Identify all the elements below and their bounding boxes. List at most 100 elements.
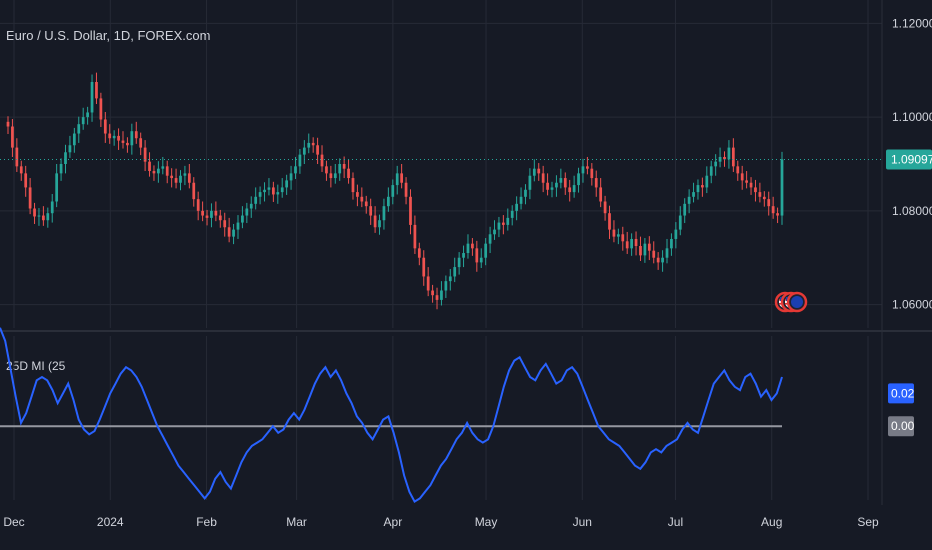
candle-body bbox=[356, 192, 359, 197]
candle bbox=[608, 205, 611, 239]
eu-flag-event-icon[interactable] bbox=[786, 291, 808, 313]
candle bbox=[77, 116, 81, 143]
candle bbox=[652, 241, 656, 264]
candle bbox=[709, 160, 713, 184]
candle-body bbox=[780, 159, 784, 216]
candle-body bbox=[373, 215, 377, 228]
candle-body bbox=[19, 166, 23, 174]
candle bbox=[466, 234, 470, 259]
candle bbox=[170, 168, 174, 188]
candle-body bbox=[112, 135, 116, 139]
candle bbox=[758, 182, 762, 203]
candle-body bbox=[42, 215, 45, 221]
candle-body bbox=[577, 173, 580, 186]
candle bbox=[413, 215, 417, 254]
candle-body bbox=[462, 253, 465, 258]
candle-body bbox=[378, 220, 381, 228]
candle bbox=[457, 252, 461, 275]
candle-body bbox=[758, 192, 762, 197]
candle bbox=[121, 131, 125, 149]
candle bbox=[718, 147, 722, 168]
candle bbox=[15, 138, 19, 172]
candle bbox=[577, 167, 580, 193]
indicator-title: 25D MI (25 bbox=[6, 359, 66, 373]
candle bbox=[333, 164, 337, 184]
candle-body bbox=[634, 238, 638, 246]
candle-body bbox=[767, 199, 771, 207]
candle-body bbox=[329, 173, 333, 179]
candle bbox=[546, 173, 549, 196]
candle-body bbox=[612, 229, 616, 237]
candle-body bbox=[302, 147, 306, 155]
candle-body bbox=[417, 248, 421, 258]
candle-body bbox=[745, 180, 748, 183]
candle-body bbox=[740, 173, 744, 181]
candle-body bbox=[196, 199, 200, 211]
candle-body bbox=[263, 189, 266, 193]
candle-body bbox=[232, 229, 235, 237]
candle bbox=[479, 248, 483, 269]
candle bbox=[108, 124, 112, 144]
candle-body bbox=[24, 173, 28, 188]
candle-body bbox=[603, 201, 607, 214]
candle bbox=[674, 222, 678, 249]
candle bbox=[471, 238, 474, 256]
candle bbox=[692, 182, 695, 203]
candle bbox=[205, 209, 209, 226]
last-price-line: 1.09097 bbox=[0, 149, 932, 170]
candle bbox=[99, 92, 103, 127]
candle-body bbox=[59, 164, 63, 174]
candle-body bbox=[152, 171, 156, 174]
candle bbox=[245, 202, 249, 224]
candle-body bbox=[37, 215, 41, 217]
candle-body bbox=[723, 156, 726, 160]
candle bbox=[130, 123, 134, 155]
candle bbox=[555, 175, 558, 197]
candle bbox=[612, 220, 616, 243]
candle bbox=[740, 165, 744, 190]
candle-body bbox=[258, 192, 262, 197]
candle-body bbox=[33, 208, 36, 217]
candle-body bbox=[639, 246, 642, 256]
candle bbox=[263, 182, 266, 202]
candle-body bbox=[422, 257, 426, 277]
candle-body bbox=[484, 243, 488, 258]
candle bbox=[541, 165, 545, 193]
candle-body bbox=[475, 248, 479, 263]
candle-body bbox=[386, 196, 390, 207]
candle-body bbox=[581, 166, 585, 174]
candle bbox=[174, 168, 178, 189]
candle bbox=[647, 236, 651, 261]
candle bbox=[227, 217, 231, 243]
candle-body bbox=[466, 243, 470, 254]
candle-body bbox=[68, 145, 72, 153]
candle bbox=[117, 128, 120, 150]
candle-body bbox=[599, 187, 603, 202]
candle bbox=[33, 202, 36, 224]
candle-body bbox=[687, 196, 691, 204]
economic-events bbox=[774, 291, 808, 313]
candle bbox=[6, 116, 10, 135]
candle-body bbox=[537, 168, 541, 174]
candle bbox=[431, 284, 434, 303]
candle bbox=[590, 163, 594, 186]
candle bbox=[298, 149, 302, 174]
candle-body bbox=[506, 217, 510, 225]
candle bbox=[422, 250, 426, 286]
candle bbox=[254, 187, 258, 210]
candle bbox=[426, 267, 430, 297]
candle-body bbox=[563, 178, 567, 188]
candle bbox=[342, 156, 346, 179]
candle-body bbox=[382, 206, 386, 221]
candle bbox=[210, 203, 213, 228]
candle-body bbox=[174, 178, 178, 183]
candle bbox=[258, 186, 262, 205]
candle-body bbox=[201, 210, 204, 216]
candle-body bbox=[148, 161, 151, 172]
candle bbox=[50, 193, 54, 223]
candle-body bbox=[426, 276, 430, 291]
candle-body bbox=[134, 131, 138, 139]
candle bbox=[493, 220, 496, 240]
time-axis: Dec 2024 Feb Mar Apr May Jun Jul Aug Sep bbox=[3, 515, 879, 529]
